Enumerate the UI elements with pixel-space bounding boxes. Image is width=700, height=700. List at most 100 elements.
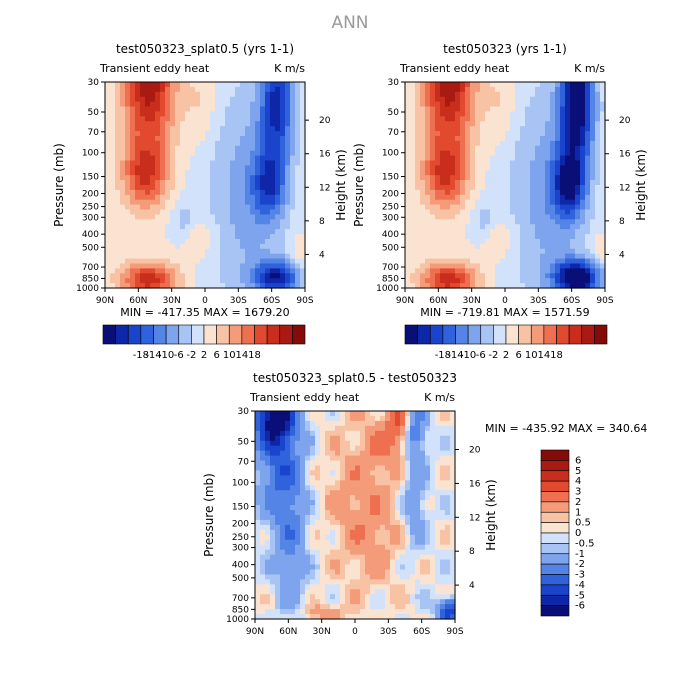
heatmap-cell (505, 283, 511, 289)
heatmap-cell (280, 86, 286, 93)
heatmap-cell (300, 495, 306, 501)
heatmap-cell (165, 165, 171, 171)
heatmap-cell (340, 519, 346, 526)
heatmap-cell (400, 609, 406, 615)
heatmap-cell (325, 465, 331, 472)
heatmap-cell (325, 440, 331, 447)
heatmap-cell (465, 278, 471, 284)
colorbar-box (568, 324, 583, 345)
heatmap-cell (290, 450, 296, 457)
heatmap-cell (440, 194, 446, 201)
heatmap-cell (280, 263, 286, 269)
heatmap-cell (565, 278, 571, 284)
heatmap-cell (395, 510, 401, 516)
heatmap-cell (120, 219, 126, 225)
heatmap-cell (275, 445, 281, 452)
heatmap-cell (380, 480, 386, 486)
heatmap-cell (465, 253, 471, 260)
heatmap-cell (355, 529, 361, 536)
heatmap-cell (365, 411, 371, 417)
heatmap-cell (295, 170, 301, 176)
heatmap-cell (600, 131, 606, 137)
heatmap-cell (320, 579, 326, 585)
heatmap-cell (380, 614, 386, 620)
heatmap-cell (275, 495, 281, 501)
heatmap-cell (315, 574, 321, 580)
heatmap-cell (415, 559, 421, 566)
heatmap-cell (540, 116, 546, 122)
heatmap-cell (315, 460, 321, 467)
heatmap-cell (360, 420, 366, 427)
heatmap-cell (405, 450, 411, 457)
heatmap-cell (585, 165, 591, 171)
heatmap-cell (280, 569, 286, 576)
heatmap-cell (545, 219, 551, 225)
heatmap-cell (330, 490, 336, 496)
heatmap-cell (540, 180, 546, 186)
heatmap-cell (475, 209, 481, 216)
heatmap-cell (535, 131, 541, 137)
heatmap-cell (565, 180, 571, 186)
heatmap-cell (380, 604, 386, 610)
heatmap-cell (290, 440, 296, 447)
heatmap-cell (140, 145, 146, 152)
heatmap-cell (400, 485, 406, 491)
heatmap-cell (420, 510, 426, 516)
heatmap-cell (275, 529, 281, 536)
heatmap-cell (330, 510, 336, 516)
heatmap-cell (215, 96, 221, 103)
heatmap-cell (105, 243, 111, 250)
heatmap-cell (415, 569, 421, 576)
heatmap-cell (565, 82, 571, 88)
heatmap-cell (210, 194, 216, 201)
heatmap-cell (165, 214, 171, 220)
heatmap-cell (355, 515, 361, 521)
heatmap-cell (530, 229, 536, 235)
heatmap-cell (250, 214, 256, 220)
heatmap-cell (390, 475, 396, 481)
heatmap-cell (405, 131, 411, 137)
heatmap-cell (345, 465, 351, 472)
heatmap-cell (340, 584, 346, 590)
heatmap-cell (360, 539, 366, 546)
heatmap-cell (450, 126, 456, 132)
heatmap-cell (260, 480, 266, 486)
heatmap-cell (445, 111, 451, 117)
heatmap-cell (405, 165, 411, 171)
heatmap-cell (290, 111, 296, 117)
heatmap-cell (220, 278, 226, 284)
heatmap-cell (175, 91, 181, 98)
heatmap-cell (285, 425, 291, 432)
heatmap-cell (580, 160, 586, 166)
heatmap-cell (575, 219, 581, 225)
heatmap-cell (160, 86, 166, 93)
heatmap-cell (290, 415, 296, 422)
heatmap-cell (330, 455, 336, 462)
heatmap-cell (550, 175, 556, 181)
heatmap-cell (410, 515, 416, 521)
heatmap-cell (320, 440, 326, 447)
heatmap-cell (295, 604, 301, 610)
heatmap-cell (580, 238, 586, 245)
heatmap-cell (520, 263, 526, 269)
heatmap-cell (580, 111, 586, 117)
heatmap-cell (355, 544, 361, 551)
heatmap-cell (500, 263, 506, 269)
heatmap-cell (445, 268, 451, 274)
heatmap-cell (300, 199, 306, 206)
heatmap-cell (150, 214, 156, 220)
heatmap-cell (365, 589, 371, 595)
heatmap-cell (350, 609, 356, 615)
heatmap-cell (555, 111, 561, 117)
heatmap-cell (110, 214, 116, 220)
heatmap-cell (270, 189, 276, 196)
heatmap-cell (420, 485, 426, 491)
heatmap-cell (385, 475, 391, 481)
heatmap-cell (575, 194, 581, 201)
y-tick-label: 200 (82, 189, 99, 199)
heatmap-cell (505, 86, 511, 93)
heatmap-cell (470, 283, 476, 289)
heatmap-cell (230, 243, 236, 250)
heatmap-cell (280, 194, 286, 201)
heatmap-cell (470, 214, 476, 220)
